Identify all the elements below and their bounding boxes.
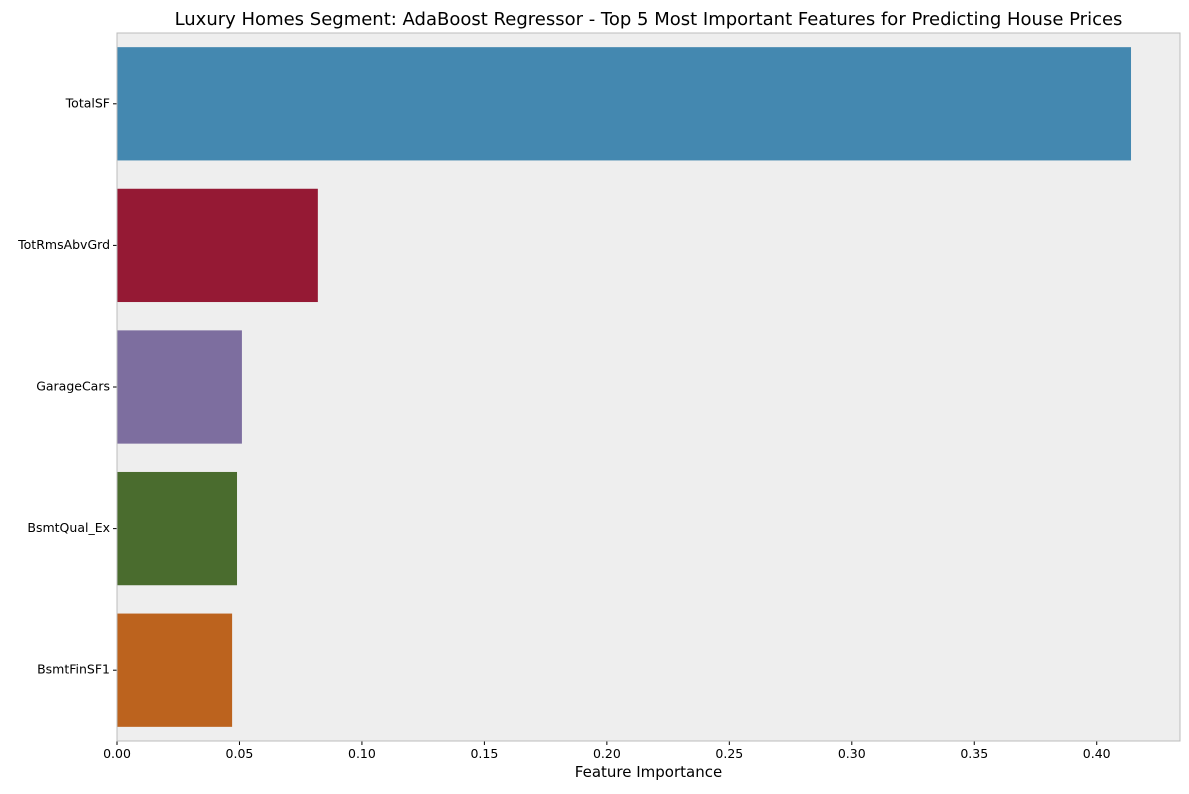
chart-title: Luxury Homes Segment: AdaBoost Regressor… — [175, 9, 1123, 30]
y-tick-label: BsmtQual_Ex — [27, 520, 110, 535]
y-axis: TotalSF TotRmsAbvGrd GarageCars BsmtQual_Ex… — [17, 95, 117, 677]
bar-totrmsabvgrd — [117, 188, 318, 303]
x-tick-label: 0.10 — [348, 746, 376, 761]
x-tick-label: 0.05 — [226, 746, 254, 761]
x-tick-label: 0.25 — [715, 746, 743, 761]
bars-group — [117, 47, 1132, 727]
bar-garagecars — [117, 330, 242, 444]
x-tick-label: 0.35 — [960, 746, 988, 761]
bar-totalsf — [117, 47, 1132, 161]
bar-bsmtqual-ex — [117, 471, 238, 586]
x-tick-label: 0.00 — [103, 746, 131, 761]
x-tick-label: 0.15 — [470, 746, 498, 761]
x-tick-label: 0.40 — [1083, 746, 1111, 761]
x-axis: 0.00 0.05 0.10 0.15 0.20 0.25 0.30 0.35 0.40 — [103, 741, 1111, 761]
x-tick-label: 0.30 — [838, 746, 866, 761]
y-tick-label: GarageCars — [36, 379, 110, 394]
y-tick-label: BsmtFinSF1 — [37, 662, 110, 677]
y-tick-label: TotRmsAbvGrd — [17, 237, 110, 252]
bar-bsmtfinsf1 — [117, 613, 233, 727]
y-tick-label: TotalSF — [65, 95, 110, 110]
x-axis-label: Feature Importance — [575, 763, 722, 781]
plot-frame — [116, 32, 1181, 742]
x-tick-label: 0.20 — [593, 746, 621, 761]
